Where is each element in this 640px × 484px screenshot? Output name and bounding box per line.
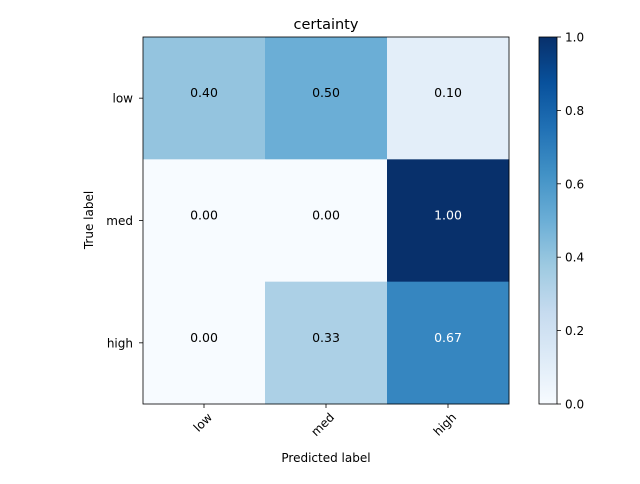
x-axis-ticks: low med high [191, 404, 459, 439]
cell-value-label: 0.33 [312, 330, 340, 345]
x-tick-label: low [191, 410, 216, 435]
cell-value-label: 0.00 [190, 330, 218, 345]
y-tick-label: med [106, 214, 133, 228]
y-tick-label: high [107, 336, 133, 350]
colorbar [538, 36, 558, 405]
heatmap-cell [265, 281, 388, 405]
heatmap-cell [387, 159, 510, 283]
x-axis-label: Predicted label [281, 451, 370, 465]
colorbar-tick-label: 0.6 [565, 177, 584, 191]
colorbar-tick-label: 1.0 [565, 31, 584, 45]
cell-value-label: 0.67 [434, 330, 462, 345]
y-tick-label: low [113, 92, 134, 106]
heatmap-cell [143, 37, 266, 160]
y-axis-label: True label [82, 191, 96, 250]
cell-value-label: 0.40 [190, 85, 218, 100]
heatmap-cell [387, 37, 510, 160]
x-tick-label: high [431, 410, 459, 438]
heatmap-cell [387, 281, 510, 405]
heatmap-cells: 0.40 0.50 0.10 0.00 0.00 1.00 0.00 0.33 0.67 [143, 37, 510, 405]
x-tick-label: med [308, 410, 337, 439]
heatmap-cell [143, 159, 266, 283]
cell-value-label: 1.00 [434, 208, 462, 223]
colorbar-tick-label: 0.0 [565, 398, 584, 412]
colorbar-tick-label: 0.4 [565, 251, 584, 265]
chart-title: certainty [294, 17, 359, 33]
cell-value-label: 0.00 [190, 208, 218, 223]
cell-value-label: 0.00 [312, 208, 340, 223]
colorbar-tick-label: 0.2 [565, 324, 584, 338]
heatmap-cell [265, 159, 388, 283]
cell-value-label: 0.50 [312, 85, 340, 100]
colorbar-ticks: 0.0 0.2 0.4 0.6 0.8 1.0 [557, 31, 584, 412]
heatmap-cell [265, 37, 388, 160]
cell-value-label: 0.10 [434, 85, 462, 100]
heatmap-cell [143, 281, 266, 405]
y-axis-ticks: low med high [106, 92, 143, 350]
colorbar-tick-label: 0.8 [565, 104, 584, 118]
